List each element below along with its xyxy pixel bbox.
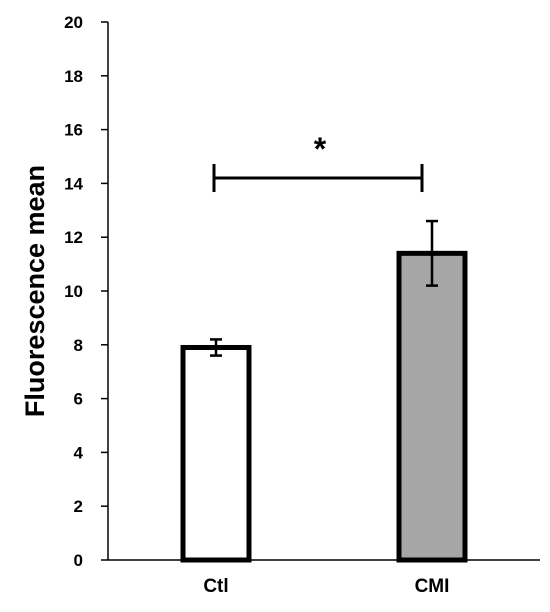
x-tick-label: CMI (415, 576, 450, 597)
axis-labels: Fluorescence mean (20, 165, 50, 417)
y-axis-title: Fluorescence mean (20, 165, 50, 417)
error-bars (210, 219, 438, 357)
y-tick-label: 20 (64, 13, 83, 32)
y-tick-label: 18 (64, 67, 83, 86)
y-tick-label: 14 (64, 174, 83, 193)
y-tick-label: 10 (64, 282, 83, 301)
y-tick-label: 6 (74, 390, 83, 409)
significance-label: * (314, 131, 327, 167)
y-tick-label: 16 (64, 121, 83, 140)
axes: 0 2 4 6 8 10 12 14 16 18 20 Ctl CMI (64, 13, 540, 597)
significance-bracket: * (212, 131, 424, 193)
y-tick-label: 8 (74, 336, 83, 355)
y-tick-label: 0 (74, 551, 83, 570)
bars (180, 250, 468, 563)
y-tick-label: 12 (64, 228, 83, 247)
x-tick-label: Ctl (203, 576, 228, 597)
bar-ctl (180, 344, 252, 563)
bar-cmi (396, 250, 468, 563)
y-tick-label: 4 (74, 443, 84, 462)
y-tick-label: 2 (74, 497, 83, 516)
